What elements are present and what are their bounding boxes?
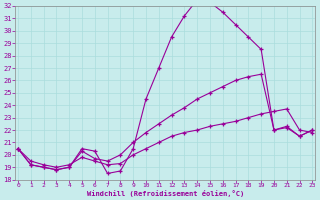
X-axis label: Windchill (Refroidissement éolien,°C): Windchill (Refroidissement éolien,°C)	[86, 190, 244, 197]
